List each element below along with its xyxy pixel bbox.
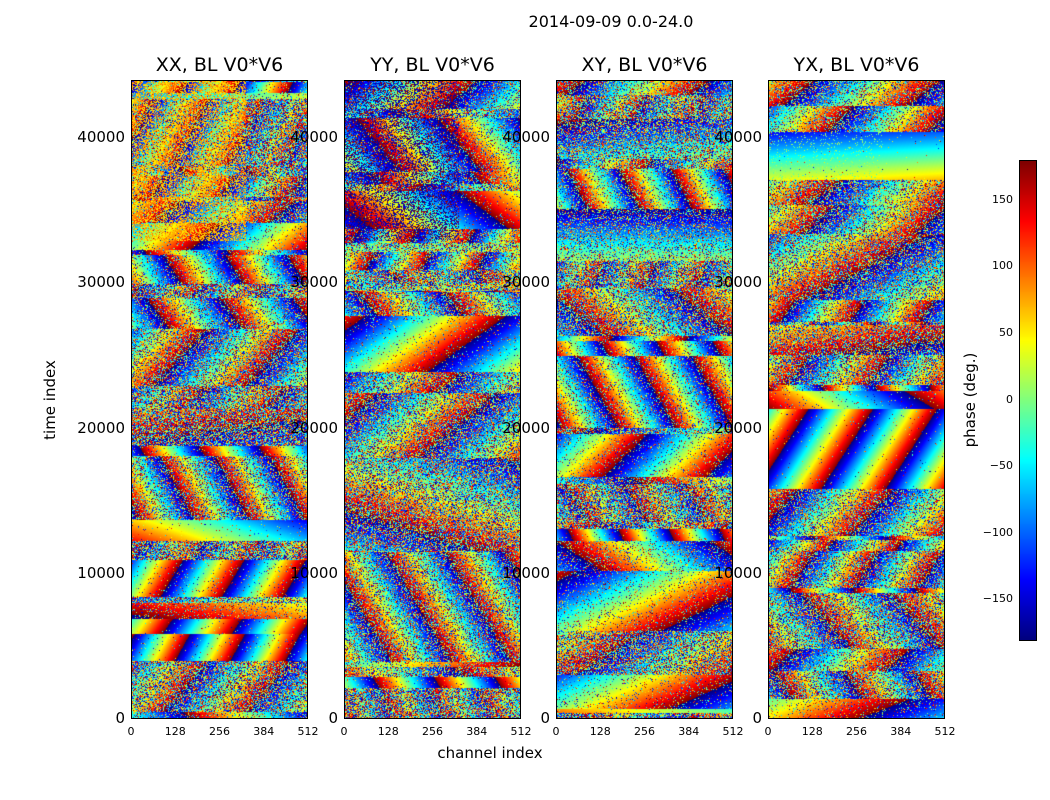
- panel-title-4: YX, BL V0*V6: [793, 54, 920, 76]
- y-tick-label: 40000: [502, 128, 550, 147]
- y-tick-label: 0: [115, 709, 125, 727]
- heatmap-image-2: [345, 81, 520, 718]
- y-tick-label: 10000: [290, 563, 338, 582]
- heatmap-panel-4: [768, 80, 945, 719]
- x-tick-label: 256: [209, 725, 230, 738]
- colorbar-tick-label: −100: [982, 525, 1013, 539]
- heatmap-panel-3: [556, 80, 733, 719]
- y-tick-label: 10000: [714, 563, 762, 582]
- x-tick-label: 128: [801, 725, 823, 738]
- panel-title-2: YY, BL V0*V6: [370, 54, 495, 76]
- y-tick-label: 0: [752, 709, 762, 727]
- x-tick-label: 0: [127, 725, 135, 738]
- y-tick-label: 10000: [77, 563, 125, 582]
- x-tick-label: 384: [466, 725, 488, 738]
- panel-title-1: XX, BL V0*V6: [155, 54, 284, 76]
- colorbar-tick-label: −150: [982, 592, 1013, 606]
- x-tick-label: 384: [253, 725, 275, 738]
- colorbar-tick-label: 50: [999, 325, 1013, 339]
- y-tick-label: 40000: [77, 128, 125, 147]
- y-tick-label: 0: [328, 709, 338, 727]
- y-tick-label: 40000: [290, 128, 338, 147]
- y-tick-label: 30000: [502, 273, 550, 292]
- y-tick-label: 20000: [714, 418, 762, 437]
- x-tick-label: 0: [552, 725, 560, 738]
- colorbar-label: phase (deg.): [961, 352, 979, 448]
- y-tick-label: 40000: [714, 128, 762, 147]
- x-tick-label: 256: [422, 725, 443, 738]
- y-tick-label: 0: [540, 709, 550, 727]
- x-tick-label: 256: [846, 725, 867, 738]
- colorbar-gradient: [1019, 160, 1037, 641]
- y-tick-label: 20000: [502, 418, 550, 437]
- figure-suptitle: 2014-09-09 0.0-24.0: [528, 12, 694, 31]
- colorbar-tick-label: 0: [1006, 392, 1013, 406]
- x-tick-label: 256: [634, 725, 655, 738]
- x-tick-label: 0: [764, 725, 772, 738]
- x-tick-label: 128: [164, 725, 186, 738]
- heatmap-image-1: [132, 81, 307, 718]
- x-tick-label: 0: [340, 725, 348, 738]
- heatmap-image-3: [557, 81, 732, 718]
- colorbar-tick-label: −50: [989, 459, 1013, 473]
- x-tick-label: 512: [722, 725, 744, 738]
- y-tick-label: 30000: [290, 273, 338, 292]
- colorbar-tick-label: 150: [992, 192, 1013, 206]
- y-tick-label: 30000: [77, 273, 125, 292]
- x-tick-label: 384: [890, 725, 912, 738]
- x-tick-label: 512: [297, 725, 319, 738]
- x-tick-label: 512: [510, 725, 532, 738]
- x-tick-label: 512: [934, 725, 956, 738]
- y-tick-label: 20000: [290, 418, 338, 437]
- x-axis-label: channel index: [437, 744, 543, 762]
- y-tick-label: 10000: [502, 563, 550, 582]
- y-tick-label: 30000: [714, 273, 762, 292]
- heatmap-panel-2: [344, 80, 521, 719]
- x-tick-label: 384: [678, 725, 700, 738]
- panel-title-3: XY, BL V0*V6: [581, 54, 708, 76]
- y-tick-label: 20000: [77, 418, 125, 437]
- heatmap-panel-1: [131, 80, 308, 719]
- x-tick-label: 128: [589, 725, 611, 738]
- x-tick-label: 128: [377, 725, 399, 738]
- colorbar-tick-label: 100: [992, 259, 1013, 273]
- heatmap-image-4: [769, 81, 944, 718]
